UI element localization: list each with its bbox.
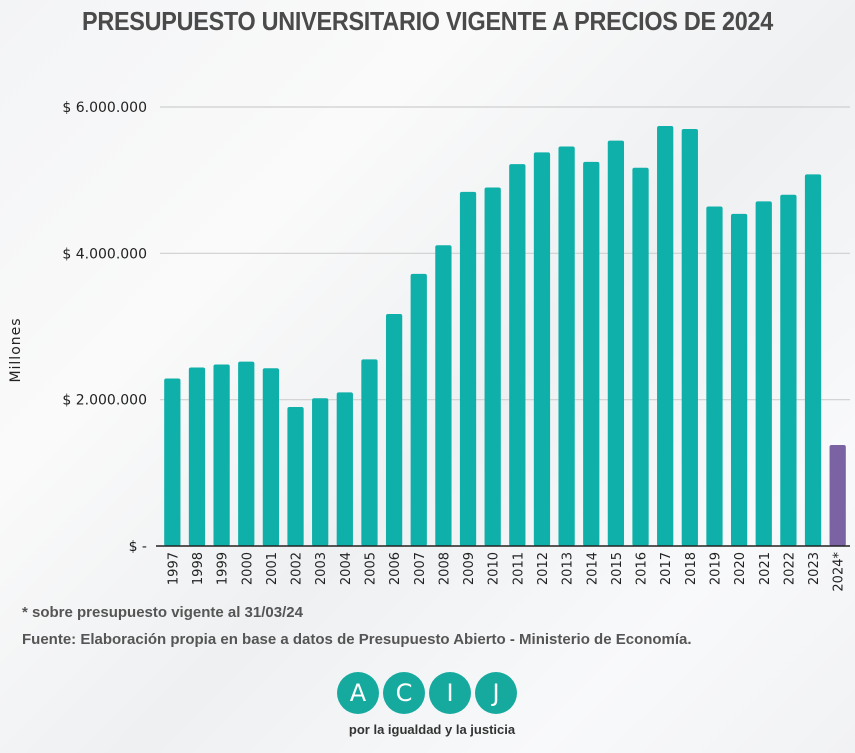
x-tick-label: 2015 [610,552,625,585]
x-tick-label: 2012 [536,552,551,585]
x-tick-label: 2004 [339,552,354,585]
x-tick-label: 2021 [758,552,773,585]
bar-2011 [509,164,526,546]
bar-2013 [558,146,575,546]
x-tick-label: 2024* [832,552,847,592]
x-tick-label: 2008 [437,552,452,585]
x-tick-label: 2014 [585,552,600,585]
y-tick-label: $ 2.000.000 [62,393,147,409]
footnote-source: Fuente: Elaboración propia en base a dat… [22,631,692,648]
bar-1999 [213,364,230,546]
logo-tagline: por la igualdad y la justicia [348,722,516,737]
y-axis-ticks: $ - $ 2.000.000 $ 4.000.000 $ 6.000.000 [62,100,147,555]
bar-2000 [238,361,255,546]
bar-2018 [681,128,698,546]
y-axis-label: Millones [8,317,24,382]
x-tick-label: 2010 [487,552,502,585]
bar-2004 [336,392,353,546]
logo-letter-c: C [383,672,425,714]
acij-logo: A C I J por la igualdad y la justicia [337,672,527,737]
x-tick-label: 2020 [733,552,748,585]
x-tick-label: 1997 [166,552,181,585]
bars [164,126,846,547]
bar-2008 [435,245,452,546]
bar-2005 [361,359,378,546]
bar-2019 [706,206,723,547]
bar-2014 [583,161,600,546]
bar-1998 [188,367,206,546]
bar-2020 [730,213,748,546]
bar-2010 [484,187,501,546]
bar-2023 [804,174,822,546]
x-tick-label: 2002 [290,552,305,585]
x-tick-label: 2003 [314,552,329,585]
x-tick-label: 2013 [561,552,576,585]
x-tick-label: 2018 [684,552,699,585]
x-tick-label: 2000 [240,552,255,585]
footnote-asterisk: * sobre presupuesto vigente al 31/03/24 [22,604,303,621]
x-tick-label: 2011 [511,552,526,585]
y-tick-label: $ 4.000.000 [62,246,147,262]
bar-2022 [780,194,797,547]
bar-2016 [632,167,649,546]
bar-2006 [385,314,403,546]
x-tick-label: 1998 [191,552,206,585]
logo-circles: A C I J [337,672,527,714]
chart-title: PRESUPUESTO UNIVERSITARIO VIGENTE A PREC… [81,6,774,36]
logo-letter-a: A [337,672,379,714]
y-tick-label: $ - [129,539,147,555]
bar-2003 [312,398,329,546]
bar-2007 [410,273,427,546]
bar-1997 [164,378,181,546]
bar-2002 [287,406,304,546]
x-axis-ticks: 1997 1998 1999 2000 2001 2002 2003 2004 2005 2006… [166,552,846,592]
x-tick-label: 2017 [659,552,674,585]
x-tick-label: 2023 [807,552,822,585]
logo-letter-i: I [429,672,471,714]
bar-2015 [607,140,625,546]
x-tick-label: 2007 [413,552,428,585]
bar-2017 [657,126,674,547]
bar-2009 [459,191,477,546]
x-tick-label: 2022 [782,552,797,585]
x-tick-label: 2009 [462,552,477,585]
logo-letter-j: J [475,672,517,714]
bar-2012 [533,152,551,546]
bar-chart: $ - $ 2.000.000 $ 4.000.000 $ 6.000.000 199… [8,100,850,592]
x-tick-label: 2001 [265,552,280,585]
x-tick-label: 2016 [635,552,650,585]
x-tick-label: 2006 [388,552,403,585]
x-tick-label: 2005 [363,552,378,585]
bar-2001 [262,368,280,546]
bar-2024* [829,445,846,546]
bar-2021 [755,201,772,546]
x-tick-label: 2019 [708,552,723,585]
y-tick-label: $ 6.000.000 [62,100,147,116]
x-tick-label: 1999 [216,552,231,585]
